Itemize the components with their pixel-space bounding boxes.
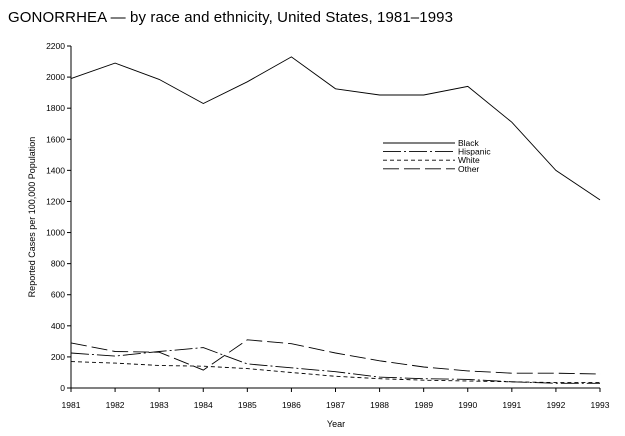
data-point-black-1988 [379, 94, 380, 95]
legend-label-hispanic: Hispanic [458, 147, 491, 157]
x-tick-label-1988: 1988 [370, 400, 389, 410]
data-point-black-1993 [599, 199, 600, 200]
series-line-black [70, 56, 601, 201]
data-point-other-1981 [70, 342, 71, 343]
x-tick-label-1982: 1982 [106, 400, 125, 410]
data-point-hispanic-1982 [114, 356, 115, 357]
y-tick-label-2000: 2000 [46, 72, 65, 82]
data-point-hispanic-1988 [379, 377, 380, 378]
axes: 0 200 400 600 800 1000 1200 1400 1600 1800 2000 220… [46, 41, 610, 410]
data-point-white-1990 [467, 380, 468, 381]
series-lines [70, 56, 601, 384]
y-tick-label-1800: 1800 [46, 103, 65, 113]
chart-title: GONORRHEA — by race and ethnicity, Unite… [8, 9, 454, 26]
data-point-other-1988 [379, 360, 380, 361]
y-tick-label-2200: 2200 [46, 41, 65, 51]
x-tick-label-1992: 1992 [546, 400, 565, 410]
data-point-black-1987 [335, 88, 336, 89]
x-tick-label-1984: 1984 [194, 400, 213, 410]
data-point-other-1984 [203, 370, 204, 371]
data-point-other-1987 [335, 352, 336, 353]
data-point-other-1993 [599, 373, 600, 374]
y-tick-label-200: 200 [51, 352, 65, 362]
data-point-black-1992 [555, 170, 556, 171]
data-point-black-1981 [70, 78, 71, 79]
data-point-white-1985 [247, 368, 248, 369]
y-tick-label-1600: 1600 [46, 134, 65, 144]
data-point-white-1986 [291, 372, 292, 373]
data-point-white-1984 [203, 366, 204, 367]
data-point-white-1989 [423, 380, 424, 381]
data-point-hispanic-1981 [70, 352, 71, 353]
x-tick-label-1985: 1985 [238, 400, 257, 410]
series-line-other [70, 339, 601, 375]
data-point-hispanic-1984 [203, 347, 204, 348]
x-tick-label-1991: 1991 [502, 400, 521, 410]
legend-label-black: Black [458, 138, 480, 148]
data-point-black-1986 [291, 56, 292, 57]
y-tick-label-0: 0 [60, 383, 65, 393]
data-point-white-1983 [159, 365, 160, 366]
y-tick-label-400: 400 [51, 321, 65, 331]
data-point-other-1989 [423, 366, 424, 367]
x-tick-label-1987: 1987 [326, 400, 345, 410]
data-point-hispanic-1987 [335, 371, 336, 372]
data-point-white-1981 [70, 361, 71, 362]
y-tick-label-1200: 1200 [46, 196, 65, 206]
x-tick-label-1990: 1990 [458, 400, 477, 410]
data-point-black-1982 [114, 63, 115, 64]
y-axis-label: Reported Cases per 100,000 Population [27, 137, 37, 298]
data-point-other-1986 [291, 343, 292, 344]
data-point-black-1990 [467, 86, 468, 87]
data-point-hispanic-1986 [291, 367, 292, 368]
x-tick-label-1986: 1986 [282, 400, 301, 410]
data-point-other-1985 [247, 339, 248, 340]
data-point-hispanic-1985 [247, 363, 248, 364]
data-point-white-1982 [114, 363, 115, 364]
series-line-white [70, 361, 600, 384]
data-point-white-1992 [555, 382, 556, 383]
data-point-white-1991 [511, 381, 512, 382]
data-point-hispanic-1990 [467, 379, 468, 380]
x-tick-label-1993: 1993 [591, 400, 610, 410]
data-point-other-1992 [555, 373, 556, 374]
data-point-other-1982 [114, 351, 115, 352]
legend-label-other: Other [458, 164, 479, 174]
data-point-black-1983 [159, 79, 160, 80]
data-point-white-1993 [599, 382, 600, 383]
data-point-other-1991 [511, 373, 512, 374]
data-point-other-1983 [159, 352, 160, 353]
data-point-hispanic-1989 [423, 378, 424, 379]
data-point-other-1990 [467, 370, 468, 371]
x-axis-label: Year [327, 419, 345, 429]
legend-label-white: White [458, 155, 480, 165]
y-tick-label-1000: 1000 [46, 228, 65, 238]
y-tick-label-600: 600 [51, 290, 65, 300]
x-tick-label-1989: 1989 [414, 400, 433, 410]
y-tick-label-1400: 1400 [46, 165, 65, 175]
data-point-black-1984 [203, 103, 204, 104]
data-point-white-1988 [379, 378, 380, 379]
x-tick-label-1981: 1981 [62, 400, 81, 410]
data-point-black-1991 [511, 122, 512, 123]
data-point-black-1985 [247, 81, 248, 82]
x-tick-label-1983: 1983 [150, 400, 169, 410]
data-point-black-1989 [423, 94, 424, 95]
y-tick-label-800: 800 [51, 259, 65, 269]
data-point-white-1987 [335, 376, 336, 377]
